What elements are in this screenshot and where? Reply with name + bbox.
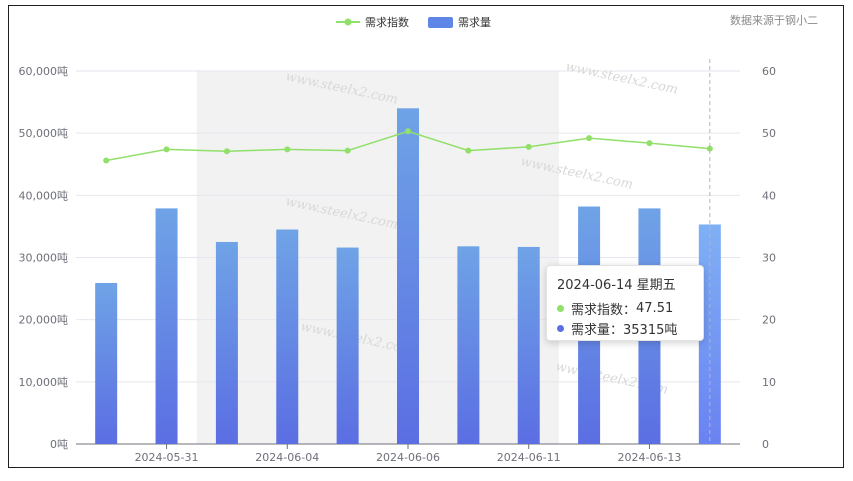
x-tick-label: 2024-06-11 bbox=[497, 451, 561, 464]
legend-label-index: 需求指数 bbox=[365, 15, 409, 29]
index-point-2024-06-12 bbox=[586, 135, 593, 142]
bar-2024-06-06 bbox=[397, 108, 419, 445]
y-left-tick-label: 10,000吨 bbox=[19, 376, 69, 389]
y-left-tick-label: 60,000吨 bbox=[19, 65, 69, 78]
tooltip-row-volume: 需求量： 35315吨 bbox=[557, 318, 693, 338]
y-right-tick-label: 60 bbox=[762, 65, 776, 78]
y-right-tick-label: 40 bbox=[762, 189, 776, 202]
index-point-2024-06-04 bbox=[284, 146, 291, 153]
y-left-tick-label: 50,000吨 bbox=[19, 127, 69, 140]
x-tick-label: 2024-06-04 bbox=[255, 451, 319, 464]
index-point-2024-06-13 bbox=[646, 140, 653, 147]
tooltip-dot-volume bbox=[557, 324, 564, 332]
legend-bar-marker bbox=[428, 17, 453, 28]
tooltip-title: 2024-06-14 星期五 bbox=[557, 278, 676, 293]
chart-tooltip: 2024-06-14 星期五 需求指数： 47.51 需求量： 35315吨 bbox=[546, 265, 704, 341]
y-left-tick-label: 20,000吨 bbox=[19, 314, 69, 327]
y-right-tick-label: 20 bbox=[762, 314, 776, 327]
bar-2024-05-31 bbox=[155, 208, 178, 444]
x-tick-label: 2024-06-06 bbox=[376, 451, 440, 464]
legend-label-volume: 需求量 bbox=[458, 16, 491, 29]
bar-2024-06-07 bbox=[457, 246, 480, 444]
tooltip-volume-label: 需求量： bbox=[571, 322, 624, 338]
data-source-note: 数据来源于钢小二 bbox=[730, 13, 818, 27]
x-tick-label: 2024-05-31 bbox=[135, 451, 199, 464]
legend-line-dot bbox=[344, 18, 352, 26]
y-right-tick-label: 0 bbox=[762, 438, 769, 451]
bar-2024-05-30 bbox=[95, 282, 118, 444]
x-tick-label: 2024-06-13 bbox=[617, 451, 681, 464]
index-point-2024-06-03 bbox=[223, 148, 230, 155]
index-point-2024-06-11 bbox=[525, 143, 532, 150]
tooltip-index-value: 47.51 bbox=[636, 300, 674, 316]
y-right-tick-label: 30 bbox=[762, 252, 776, 265]
index-point-2024-06-07 bbox=[465, 147, 472, 154]
index-point-2024-05-31 bbox=[163, 146, 170, 153]
y-left-tick-label: 30,000吨 bbox=[19, 252, 69, 265]
y-left-tick-label: 0吨 bbox=[50, 438, 68, 451]
tooltip-dot-index bbox=[557, 304, 564, 312]
bar-2024-06-03 bbox=[215, 241, 238, 444]
bar-2024-06-11 bbox=[517, 246, 540, 444]
index-point-2024-06-14 bbox=[706, 145, 713, 152]
y-left-tick-label: 40,000吨 bbox=[19, 189, 69, 202]
index-point-2024-06-06 bbox=[405, 128, 411, 135]
y-right-tick-label: 10 bbox=[762, 376, 776, 389]
index-point-2024-06-05 bbox=[344, 147, 351, 154]
tooltip-index-label: 需求指数： bbox=[571, 302, 637, 318]
bar-2024-06-05 bbox=[336, 247, 359, 444]
tooltip-volume-value: 35315吨 bbox=[623, 322, 678, 338]
watermark: www.steelx2.com bbox=[564, 59, 679, 97]
tooltip-row-index: 需求指数： 47.51 bbox=[557, 298, 693, 318]
bar-2024-06-04 bbox=[276, 229, 299, 444]
index-point-2024-05-30 bbox=[103, 157, 110, 164]
y-right-tick-label: 50 bbox=[762, 127, 776, 140]
